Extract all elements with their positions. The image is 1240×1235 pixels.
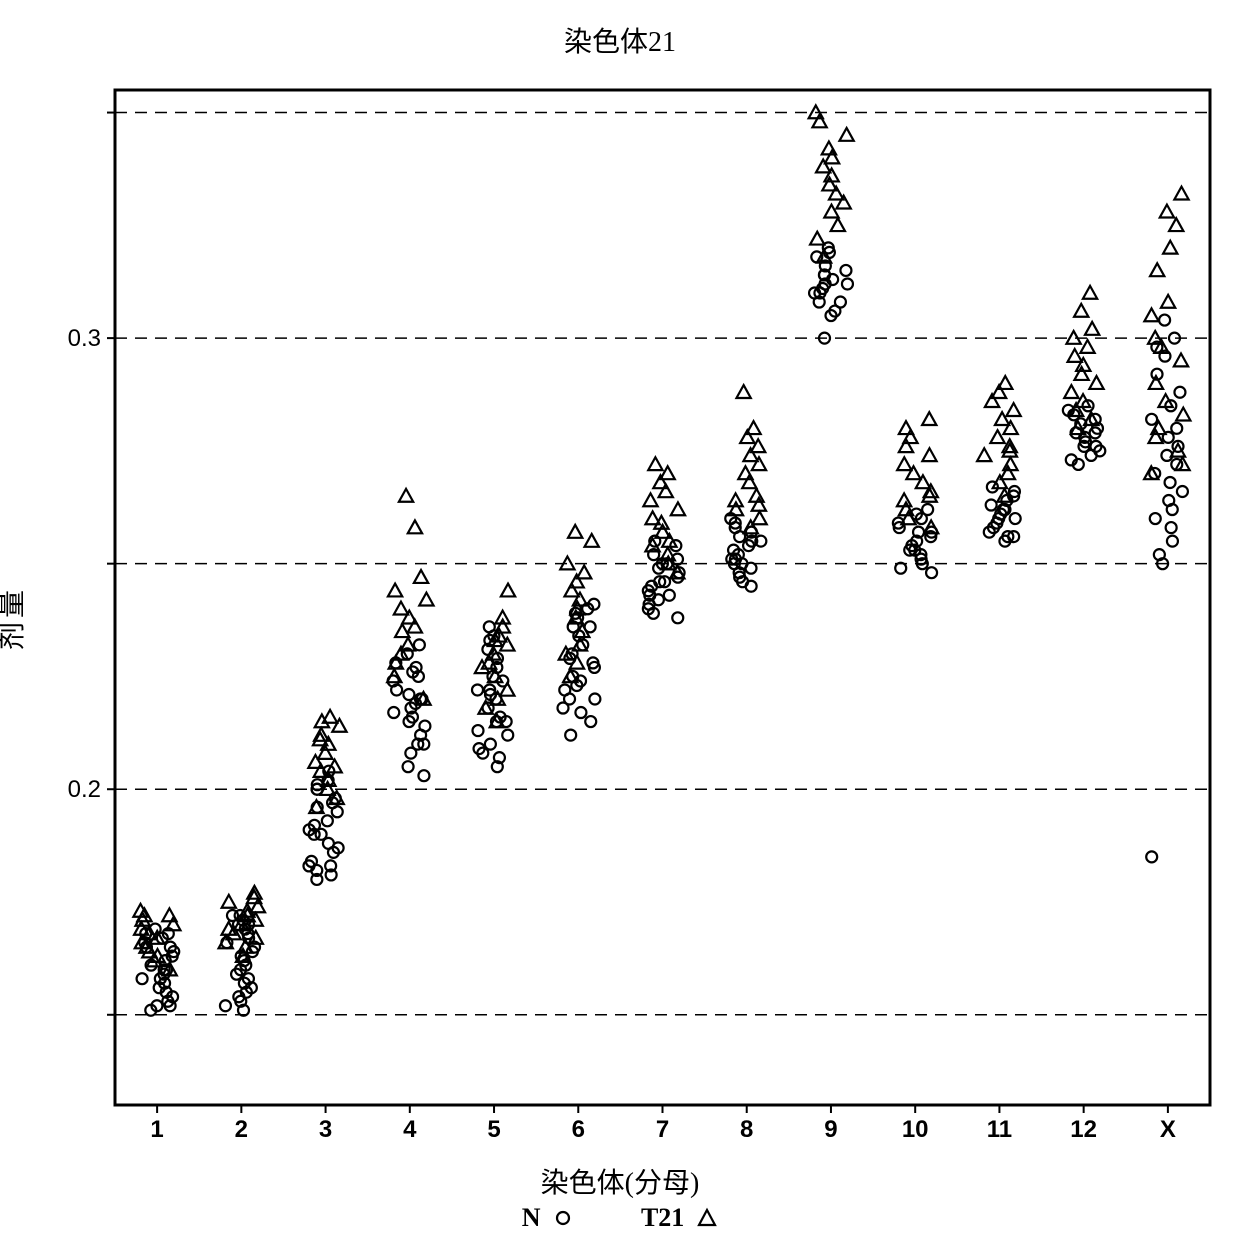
legend-item-n: N bbox=[522, 1203, 575, 1233]
plot-region: 剂量 0.20.3123456789101112X bbox=[20, 80, 1220, 1155]
circle-icon bbox=[552, 1207, 574, 1229]
svg-text:3: 3 bbox=[319, 1116, 332, 1143]
svg-text:8: 8 bbox=[740, 1116, 753, 1143]
svg-text:5: 5 bbox=[487, 1116, 500, 1143]
svg-text:1: 1 bbox=[150, 1116, 163, 1143]
x-axis-label: 染色体(分母) bbox=[20, 1161, 1220, 1201]
svg-text:4: 4 bbox=[403, 1116, 417, 1143]
svg-text:X: X bbox=[1160, 1116, 1176, 1143]
svg-text:9: 9 bbox=[824, 1116, 837, 1143]
chart-container: 染色体21 剂量 0.20.3123456789101112X 染色体(分母) … bbox=[20, 20, 1220, 1215]
legend: N T21 bbox=[20, 1203, 1220, 1233]
svg-text:6: 6 bbox=[572, 1116, 585, 1143]
triangle-icon bbox=[696, 1207, 718, 1229]
legend-label-n: N bbox=[522, 1203, 541, 1233]
svg-text:0.3: 0.3 bbox=[68, 325, 101, 352]
y-axis-label: 剂量 bbox=[0, 585, 30, 649]
legend-label-t21: T21 bbox=[641, 1203, 684, 1233]
svg-text:0.2: 0.2 bbox=[68, 776, 101, 803]
svg-text:11: 11 bbox=[987, 1116, 1012, 1143]
chart-title: 染色体21 bbox=[20, 20, 1220, 60]
svg-text:2: 2 bbox=[235, 1116, 248, 1143]
svg-text:7: 7 bbox=[656, 1116, 669, 1143]
svg-text:10: 10 bbox=[902, 1116, 929, 1143]
svg-text:12: 12 bbox=[1070, 1116, 1097, 1143]
legend-item-t21: T21 bbox=[641, 1203, 718, 1233]
scatter-plot: 0.20.3123456789101112X bbox=[20, 80, 1220, 1155]
